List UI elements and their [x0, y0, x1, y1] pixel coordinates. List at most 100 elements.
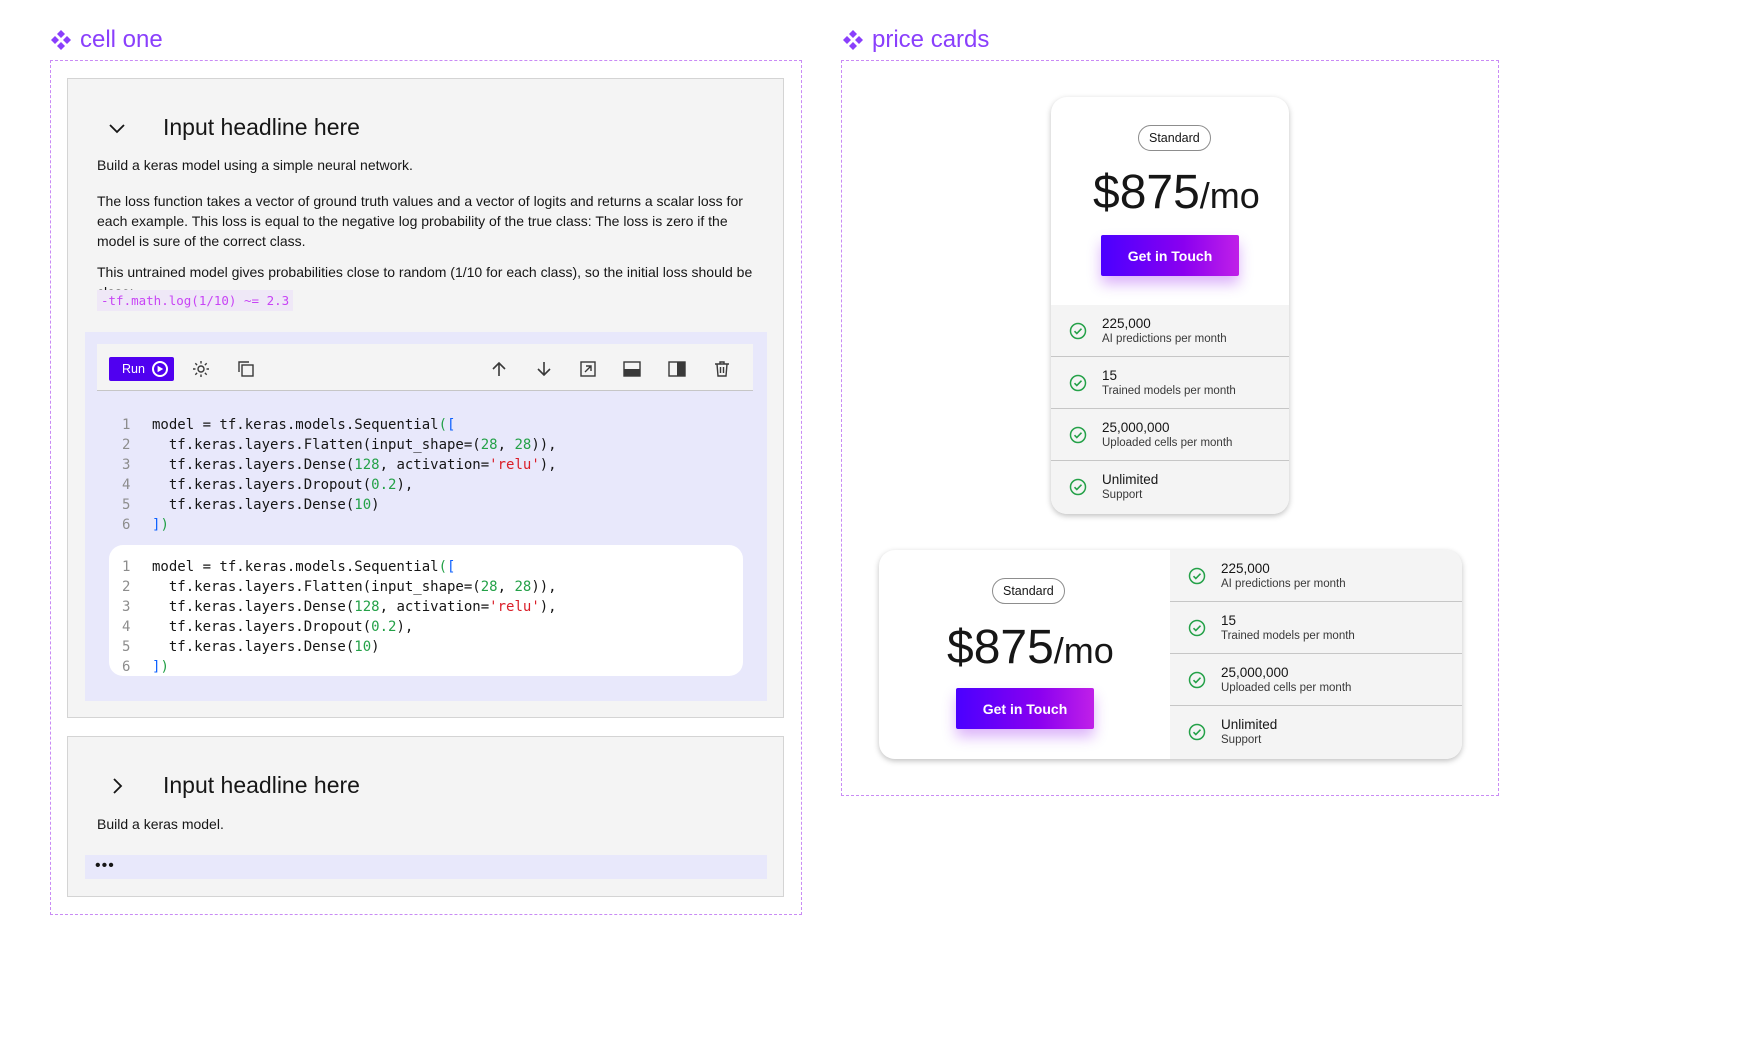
trash-icon[interactable] — [709, 356, 735, 382]
cell-header: Input headline here — [106, 114, 360, 141]
code-text: tf.keras.layers.Dense(10) — [152, 639, 380, 655]
plan-tag: Standard — [1138, 125, 1211, 151]
code-line: 3 tf.keras.layers.Dense(128, activation=… — [122, 455, 557, 475]
feature-label: Support — [1221, 734, 1262, 746]
code-line: 5 tf.keras.layers.Dense(10) — [122, 495, 557, 515]
code-text: tf.keras.layers.Flatten(input_shape=(28,… — [152, 437, 557, 453]
feature-text: 25,000,000 Uploaded cells per month — [1221, 664, 1351, 696]
collapsed-code-bar[interactable]: ••• — [85, 855, 767, 879]
code-line: 2 tf.keras.layers.Flatten(input_shape=(2… — [122, 577, 557, 597]
split-vertical-icon[interactable] — [664, 356, 690, 382]
code-cell-area: Run — [85, 332, 767, 701]
code-line: 4 tf.keras.layers.Dropout(0.2), — [122, 617, 557, 637]
line-number: 3 — [122, 599, 131, 615]
code-text: tf.keras.layers.Dense(128, activation='r… — [152, 599, 557, 615]
feature-row: 225,000 AI predictions per month — [1170, 550, 1462, 602]
feature-text: 15 Trained models per month — [1221, 612, 1355, 644]
code-line: 6]) — [122, 515, 557, 535]
code-line: 5 tf.keras.layers.Dense(10) — [122, 637, 557, 657]
chevron-down-icon[interactable] — [106, 117, 128, 139]
checkmark-icon — [1069, 478, 1087, 496]
feature-list: 225,000 AI predictions per month 15 Trained… — [1170, 550, 1462, 759]
price-card-horizontal: Standard $875/mo Get in Touch 225,000 AI … — [879, 550, 1462, 759]
feature-row: 25,000,000 Uploaded cells per month — [1170, 654, 1462, 706]
price-period: /mo — [1053, 630, 1114, 671]
run-button[interactable]: Run — [109, 357, 174, 381]
notebook-cell-expanded: Input headline here Build a keras model … — [67, 78, 784, 718]
line-number: 1 — [122, 417, 131, 433]
code-line: 4 tf.keras.layers.Dropout(0.2), — [122, 475, 557, 495]
checkmark-icon — [1188, 671, 1206, 688]
price-amount: $875 — [947, 621, 1054, 674]
feature-label: AI predictions per month — [1221, 577, 1346, 590]
play-icon — [151, 361, 168, 377]
copy-icon[interactable] — [233, 356, 259, 382]
settings-icon[interactable] — [188, 356, 214, 382]
checkmark-icon — [1188, 723, 1206, 741]
code-text: tf.keras.layers.Flatten(input_shape=(28,… — [152, 579, 557, 595]
code-line: 2 tf.keras.layers.Flatten(input_shape=(2… — [122, 435, 557, 455]
checkmark-icon — [1069, 374, 1087, 391]
chevron-right-icon[interactable] — [106, 775, 128, 797]
code-text: model = tf.keras.models.Sequential([ — [152, 559, 456, 575]
price: $875/mo — [947, 620, 1114, 675]
feature-text: 15 Trained models per month — [1102, 367, 1236, 399]
code-line: 3 tf.keras.layers.Dense(128, activation=… — [122, 597, 557, 617]
code-text: ]) — [152, 659, 169, 675]
feature-label: Trained models per month — [1221, 629, 1355, 642]
launch-icon[interactable] — [575, 356, 601, 382]
code-text: model = tf.keras.models.Sequential([ — [152, 417, 456, 433]
code-toolbar: Run — [97, 344, 753, 391]
feature-value: 15 — [1102, 367, 1118, 383]
checkmark-icon — [1188, 619, 1206, 636]
feature-label: Support — [1102, 489, 1143, 501]
feature-text: 225,000 AI predictions per month — [1102, 315, 1227, 347]
feature-text: 225,000 AI predictions per month — [1221, 560, 1346, 592]
line-number: 3 — [122, 457, 131, 473]
feature-value: 225,000 — [1102, 315, 1151, 331]
feature-label: Uploaded cells per month — [1102, 436, 1233, 449]
get-in-touch-button[interactable]: Get in Touch — [1101, 235, 1239, 276]
feature-text: Unlimited Support — [1221, 716, 1277, 748]
line-number: 1 — [122, 559, 131, 575]
code-text: tf.keras.layers.Dense(128, activation='r… — [152, 457, 557, 473]
feature-label: Trained models per month — [1102, 384, 1236, 397]
plan-tag: Standard — [992, 578, 1065, 604]
arrow-up-icon[interactable] — [486, 356, 512, 382]
checkmark-icon — [1069, 426, 1087, 443]
line-number: 4 — [122, 619, 131, 635]
arrow-down-icon[interactable] — [531, 356, 557, 382]
cell-description: Build a keras model. — [97, 816, 224, 832]
feature-value: 15 — [1221, 612, 1237, 628]
price-period: /mo — [1199, 175, 1260, 216]
code-block-input[interactable]: 1 model = tf.keras.models.Sequential([ 2 t… — [122, 415, 557, 535]
line-number: 4 — [122, 477, 131, 493]
cell-header: Input headline here — [106, 772, 360, 799]
notebook-cell-collapsed: Input headline here Build a keras model.… — [67, 736, 784, 897]
feature-row: Unlimited Support — [1170, 706, 1462, 758]
code-text: tf.keras.layers.Dropout(0.2), — [152, 477, 414, 493]
line-number: 6 — [122, 517, 131, 533]
cell-headline: Input headline here — [163, 114, 360, 140]
component-icon — [51, 30, 71, 50]
feature-value: 25,000,000 — [1221, 664, 1289, 680]
price-amount: $875 — [1093, 166, 1200, 219]
checkmark-icon — [1188, 567, 1206, 584]
price: $875/mo — [1093, 165, 1260, 220]
feature-row: Unlimited Support — [1051, 461, 1289, 513]
cell-one-frame — [50, 60, 802, 915]
line-number: 2 — [122, 579, 131, 595]
split-horizontal-icon[interactable] — [619, 356, 645, 382]
feature-text: 25,000,000 Uploaded cells per month — [1102, 419, 1232, 451]
feature-row: 225,000 AI predictions per month — [1051, 305, 1289, 357]
checkmark-icon — [1069, 322, 1087, 339]
code-output-card: 1 model = tf.keras.models.Sequential([ 2 t… — [109, 545, 743, 676]
feature-row: 15 Trained models per month — [1170, 602, 1462, 654]
feature-value: Unlimited — [1221, 717, 1278, 732]
feature-label: AI predictions per month — [1102, 332, 1227, 345]
feature-value: 225,000 — [1221, 560, 1270, 576]
feature-text: Unlimited Support — [1102, 471, 1158, 503]
line-number: 6 — [122, 659, 131, 675]
get-in-touch-button[interactable]: Get in Touch — [956, 688, 1094, 729]
component-icon — [843, 30, 863, 50]
